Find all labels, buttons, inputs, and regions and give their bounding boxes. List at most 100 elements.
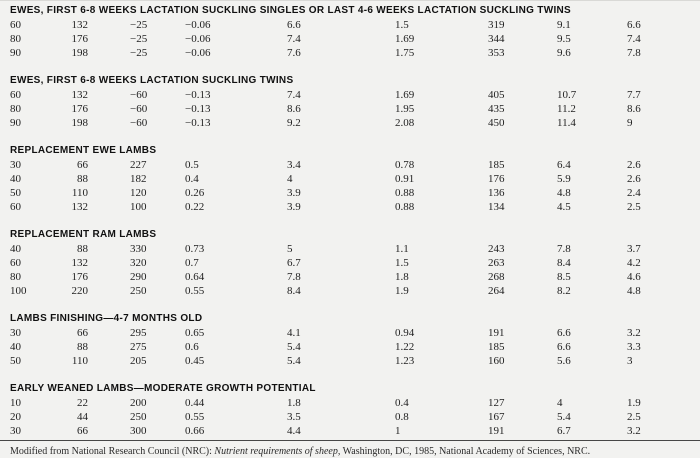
table-cell: 450: [488, 117, 505, 129]
table-cell: 9.1: [557, 19, 571, 31]
table-cell: 290: [130, 271, 147, 283]
table-body: EWES, FIRST 6-8 WEEKS LACTATION SUCKLING…: [0, 1, 700, 440]
table-cell: 0.44: [185, 397, 205, 409]
table-cell: 2.4: [627, 187, 641, 199]
table-cell: 263: [488, 257, 505, 269]
table-cell: 7.8: [627, 47, 641, 59]
table-row: 60 132 100 0.22 3.9 0.88 134 4.5 2.5: [10, 200, 690, 214]
table-cell: 185: [488, 341, 505, 353]
section-header: EWES, FIRST 6-8 WEEKS LACTATION SUCKLING…: [10, 5, 572, 16]
table-cell: 11.4: [557, 117, 576, 129]
table-cell: 0.88: [395, 201, 415, 213]
table-cell: 264: [488, 285, 505, 297]
table-section: EWES, FIRST 6-8 WEEKS LACTATION SUCKLING…: [10, 4, 690, 60]
table-cell: 250: [130, 285, 147, 297]
table-cell: −25: [130, 47, 148, 59]
table-section: REPLACEMENT EWE LAMBS 30 66 227 0.5 3.4 0.78 18…: [10, 144, 690, 214]
table-cell: 344: [488, 33, 505, 45]
table-cell: 198: [71, 47, 89, 59]
table-cell: 0.64: [185, 271, 205, 283]
table-row: 30 66 295 0.65 4.1 0.94 191 6.6 3.2: [10, 326, 690, 340]
table-cell: 1.69: [395, 89, 415, 101]
table-cell: 0.45: [185, 355, 205, 367]
table-cell: 5.4: [287, 355, 301, 367]
table-cell: 90: [10, 117, 21, 129]
table-row: 80 176 −60 −0.13 8.6 1.95 435 11.2 8.6: [10, 102, 690, 116]
table-row: 90 198 −60 −0.13 9.2 2.08 450 11.4 9: [10, 116, 690, 130]
table-cell: 132: [71, 257, 89, 269]
table-cell: 0.4: [185, 173, 199, 185]
table-cell: 9.2: [287, 117, 301, 129]
table-cell: 191: [488, 425, 505, 437]
table-cell: 6.4: [557, 159, 571, 171]
table-cell: 3.9: [287, 201, 301, 213]
table-cell: 4.1: [287, 327, 301, 339]
table-row: 30 66 300 0.66 4.4 1 191 6.7 3.2: [10, 424, 690, 438]
table-cell: 22: [77, 397, 88, 409]
table-cell: 88: [77, 243, 88, 255]
table-cell: −60: [130, 117, 148, 129]
table-cell: 134: [488, 201, 505, 213]
table-cell: 50: [10, 355, 21, 367]
table-cell: 9.5: [557, 33, 571, 45]
table-cell: 4.8: [557, 187, 571, 199]
table-cell: 300: [130, 425, 147, 437]
footnote-source-text: Modified from National Research Council …: [10, 446, 215, 457]
table-cell: 3.3: [627, 341, 641, 353]
table-cell: 5.4: [287, 341, 301, 353]
table-section: EWES, FIRST 6-8 WEEKS LACTATION SUCKLING…: [10, 74, 690, 130]
table-cell: 1.23: [395, 355, 415, 367]
table-cell: 6.7: [287, 257, 301, 269]
table-cell: 5.9: [557, 173, 571, 185]
table-cell: 66: [77, 327, 88, 339]
table-cell: 8.4: [557, 257, 571, 269]
table-cell: 8.4: [287, 285, 301, 297]
table-row: 100 220 250 0.55 8.4 1.9 264 8.2 4.8: [10, 284, 690, 298]
table-row: 50 110 205 0.45 5.4 1.23 160 5.6 3: [10, 354, 690, 368]
table-cell: 40: [10, 341, 21, 353]
table-cell: 30: [10, 159, 21, 171]
section-header: EARLY WEANED LAMBS—MODERATE GROWTH POTEN…: [10, 383, 316, 394]
table-section: LAMBS FINISHING—4-7 MONTHS OLD 30 66 295 0.6…: [10, 312, 690, 368]
table-cell: 100: [130, 201, 147, 213]
table-cell: 0.91: [395, 173, 415, 185]
table-cell: 8.2: [557, 285, 571, 297]
table-cell: 0.94: [395, 327, 415, 339]
table-cell: 5: [287, 243, 293, 255]
table-cell: 0.5: [185, 159, 199, 171]
table-cell: 2.5: [627, 201, 641, 213]
table-row: 10 22 200 0.44 1.8 0.4 127 4 1.9: [10, 396, 690, 410]
table-cell: 66: [77, 159, 88, 171]
table-cell: 1: [395, 425, 401, 437]
table-cell: 176: [71, 103, 89, 115]
table-section: REPLACEMENT RAM LAMBS 40 88 330 0.73 5 1.1 243 7…: [10, 228, 690, 298]
table-cell: 7.8: [557, 243, 571, 255]
table-cell: 3.9: [287, 187, 301, 199]
table-cell: 6.6: [287, 19, 301, 31]
table-cell: 3.4: [287, 159, 301, 171]
table-row: 60 132 −60 −0.13 7.4 1.69 405 10.7 7.7: [10, 88, 690, 102]
table-row: 20 44 250 0.55 3.5 0.8 167 5.4 2.5: [10, 410, 690, 424]
table-row: 40 88 275 0.6 5.4 1.22 185 6.6 3.3: [10, 340, 690, 354]
table-cell: 275: [130, 341, 147, 353]
table-cell: 7.6: [287, 47, 301, 59]
table-cell: 10.7: [557, 89, 577, 101]
table-cell: 5.4: [557, 411, 571, 423]
table-cell: 0.22: [185, 201, 205, 213]
table-cell: 182: [130, 173, 147, 185]
table-cell: −60: [130, 89, 148, 101]
table-row: 40 88 182 0.4 4 0.91 176 5.9 2.6: [10, 172, 690, 186]
table-cell: 2.6: [627, 159, 641, 171]
table-cell: 1.22: [395, 341, 415, 353]
table-row: 80 176 −25 −0.06 7.4 1.69 344 9.5 7.4: [10, 32, 690, 46]
table-cell: 66: [77, 425, 88, 437]
table-cell: 110: [71, 187, 88, 199]
table-row: 50 110 120 0.26 3.9 0.88 136 4.8 2.4: [10, 186, 690, 200]
table-cell: 4.4: [287, 425, 301, 437]
table-cell: −0.06: [185, 47, 211, 59]
table-cell: 1.69: [395, 33, 415, 45]
table-cell: 320: [130, 257, 147, 269]
table-cell: 200: [130, 397, 147, 409]
table-cell: 80: [10, 33, 21, 45]
